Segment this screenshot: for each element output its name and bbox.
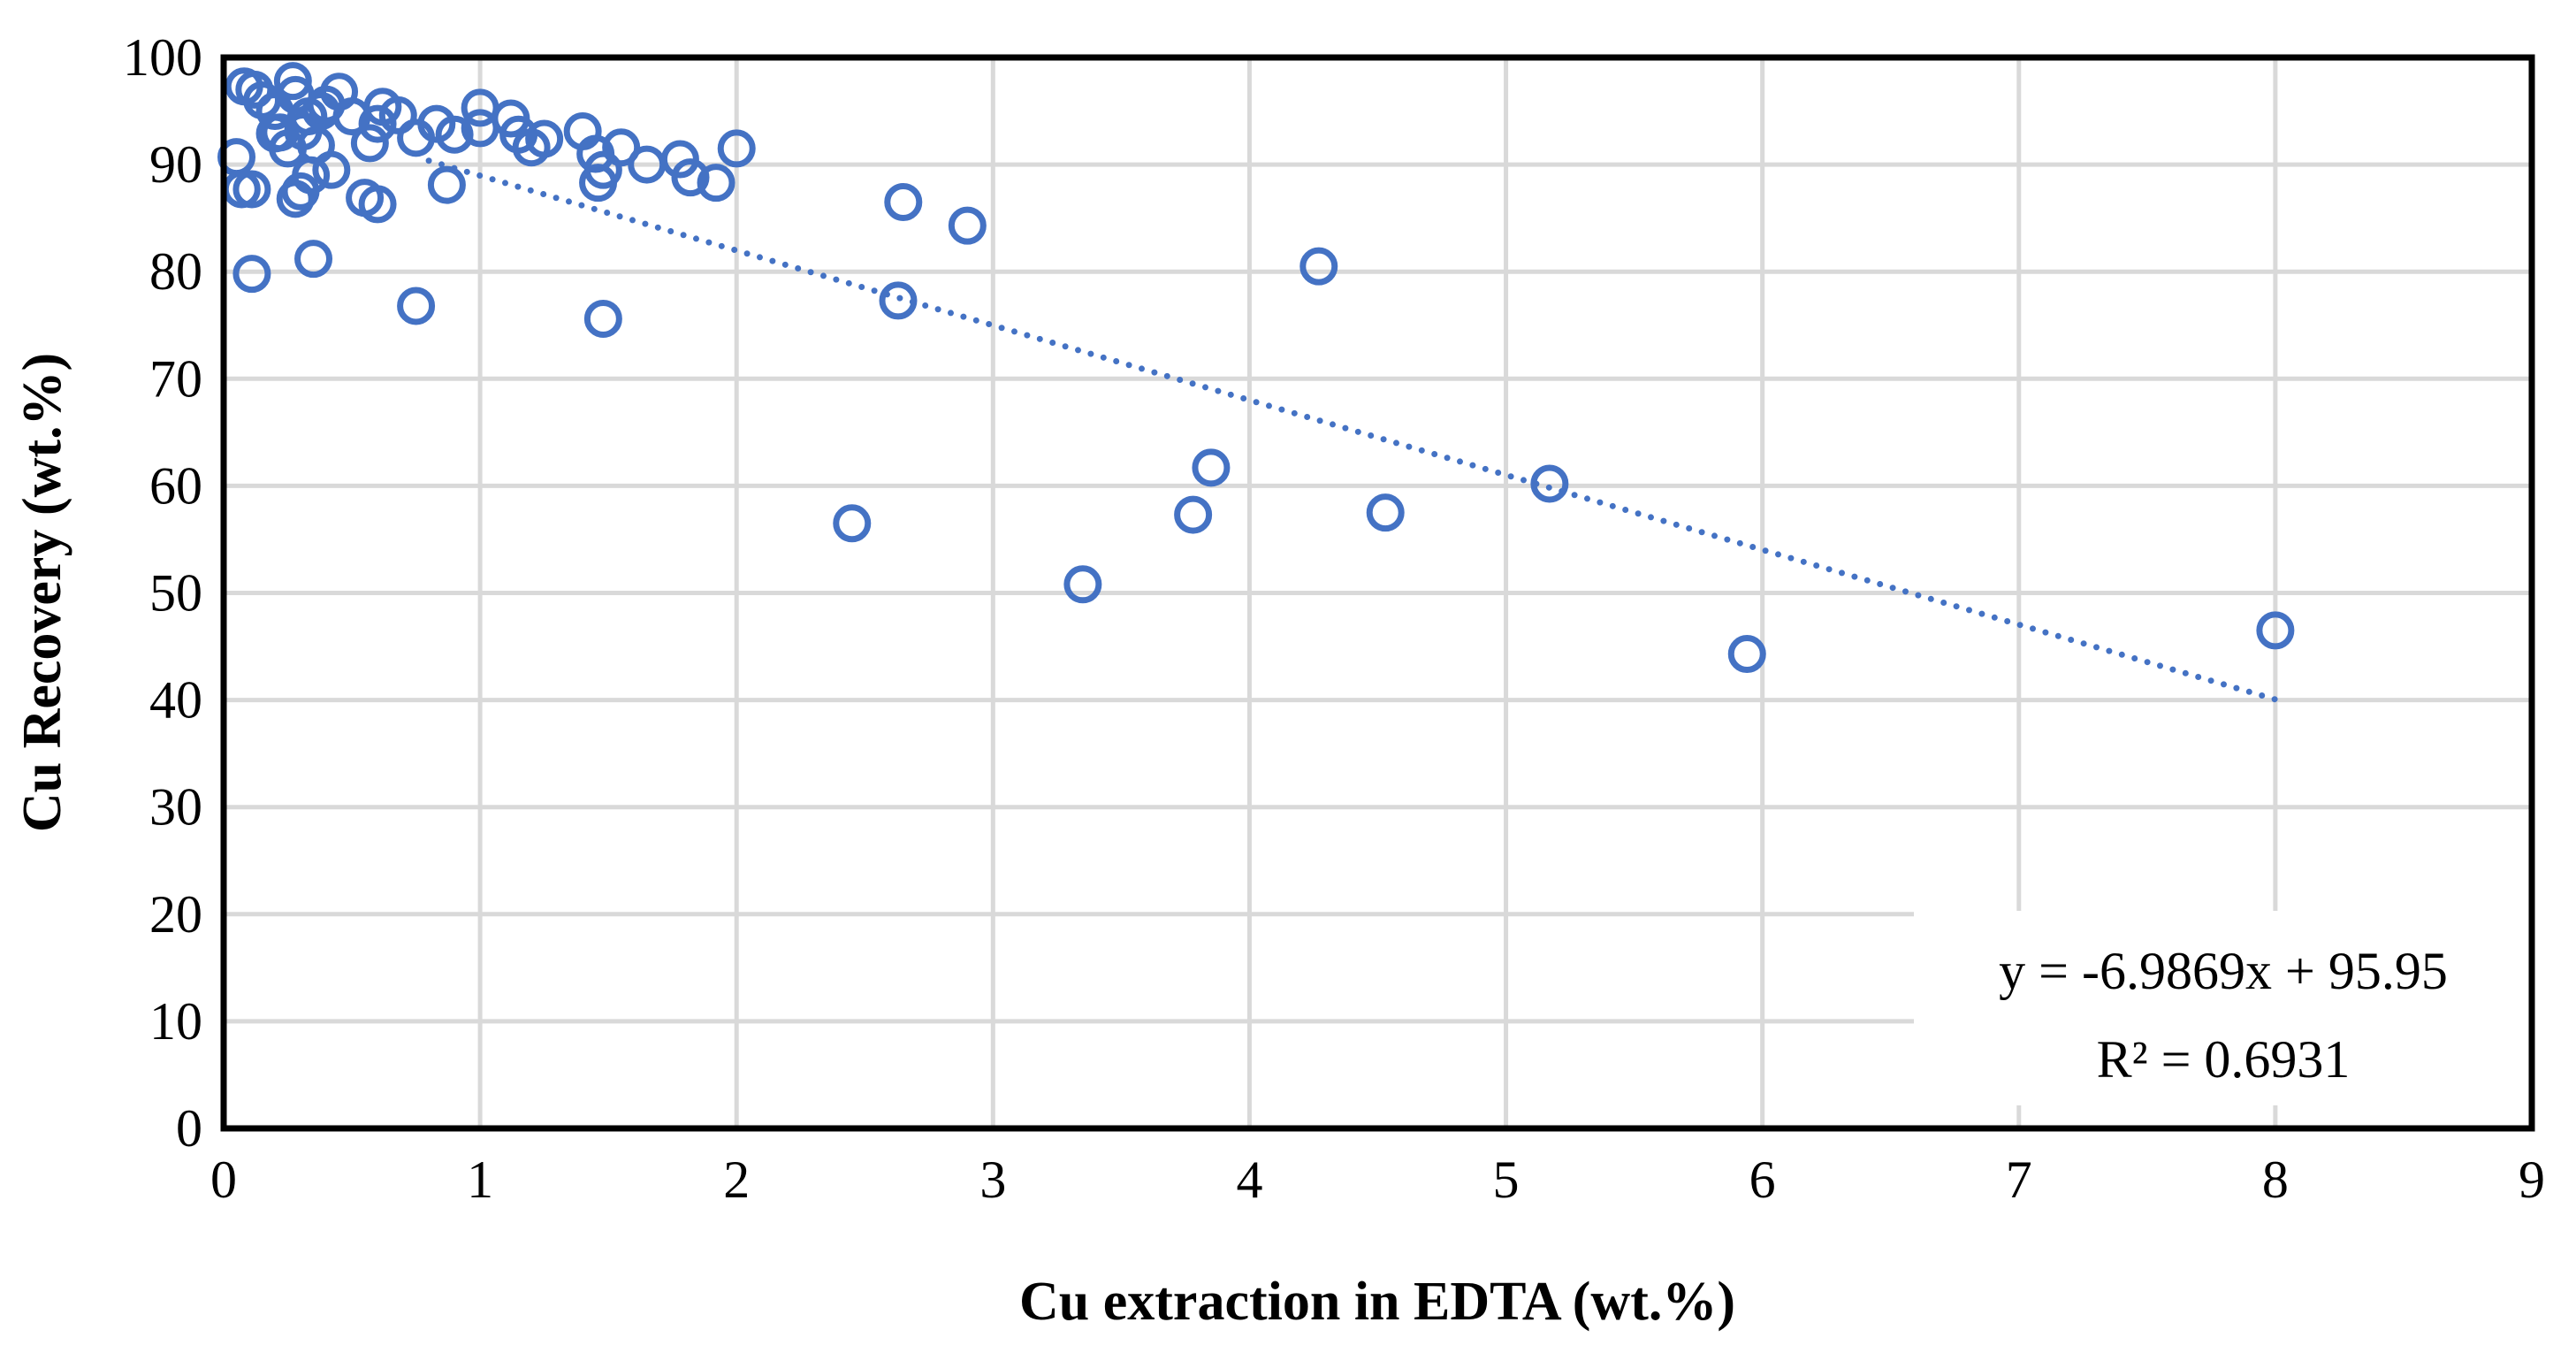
data-point — [1063, 565, 1102, 604]
data-point — [435, 115, 474, 154]
data-point — [312, 150, 351, 189]
data-point — [1366, 493, 1405, 532]
y-tick-label: 30 — [149, 778, 202, 837]
data-point — [273, 62, 312, 101]
trendline-layer — [425, 157, 2279, 703]
y-tick-label: 70 — [149, 349, 202, 408]
data-point — [350, 124, 389, 163]
y-tick-label: 100 — [123, 28, 202, 87]
x-tick-label: 7 — [2006, 1150, 2032, 1209]
x-tick-label: 0 — [210, 1150, 237, 1209]
y-tick-label: 80 — [149, 242, 202, 301]
trendline-equation: y = -6.9869x + 95.95 — [1999, 942, 2448, 1000]
data-point — [583, 150, 622, 189]
data-point — [525, 119, 564, 158]
data-point — [378, 96, 417, 134]
data-point — [1299, 247, 1338, 286]
data-point — [602, 128, 641, 167]
data-point — [294, 240, 333, 279]
trendline — [425, 157, 2279, 703]
x-tick-label: 8 — [2262, 1150, 2289, 1209]
data-point — [1174, 495, 1213, 534]
y-tick-label: 50 — [149, 564, 202, 623]
plot-frame — [220, 54, 2535, 1132]
data-point — [879, 281, 918, 320]
x-tick-label: 1 — [467, 1150, 493, 1209]
equation-box — [1914, 911, 2533, 1105]
y-axis-ticks: 0 10 20 30 40 50 60 70 80 90 100 — [123, 28, 202, 1158]
x-axis-ticks: 0 1 2 3 4 5 6 7 8 9 — [210, 1150, 2545, 1209]
x-tick-label: 4 — [1236, 1150, 1262, 1209]
trendline-r-squared: R² = 0.6931 — [2097, 1030, 2351, 1089]
y-tick-label: 10 — [149, 992, 202, 1051]
data-point — [583, 299, 622, 338]
data-point — [232, 255, 271, 294]
x-tick-label: 9 — [2519, 1150, 2545, 1209]
data-point — [397, 287, 436, 325]
x-tick-label: 6 — [1749, 1150, 1776, 1209]
y-tick-label: 90 — [149, 135, 202, 194]
data-point — [948, 206, 987, 245]
y-tick-label: 20 — [149, 885, 202, 944]
x-tick-label: 3 — [979, 1150, 1006, 1209]
data-point — [358, 185, 397, 224]
data-point — [697, 164, 735, 203]
x-axis-title: Cu extraction in EDTA (wt.%) — [1019, 1272, 1735, 1332]
data-point — [884, 182, 923, 221]
x-tick-label: 5 — [1493, 1150, 1520, 1209]
x-tick-label: 2 — [723, 1150, 750, 1209]
data-point — [1530, 464, 1569, 503]
data-points — [217, 62, 2295, 674]
data-point — [660, 140, 699, 179]
y-tick-label: 60 — [149, 456, 202, 515]
data-point — [232, 170, 271, 209]
y-axis-title: Cu Recovery (wt.%) — [12, 353, 72, 832]
data-point — [2256, 611, 2295, 650]
data-point — [427, 165, 466, 204]
data-point — [1192, 448, 1231, 487]
y-tick-label: 40 — [149, 671, 202, 730]
y-tick-label: 0 — [176, 1099, 202, 1158]
data-point — [358, 104, 397, 143]
data-point — [833, 504, 872, 543]
data-point — [1727, 635, 1766, 674]
data-point — [717, 129, 756, 168]
data-point — [671, 158, 710, 197]
